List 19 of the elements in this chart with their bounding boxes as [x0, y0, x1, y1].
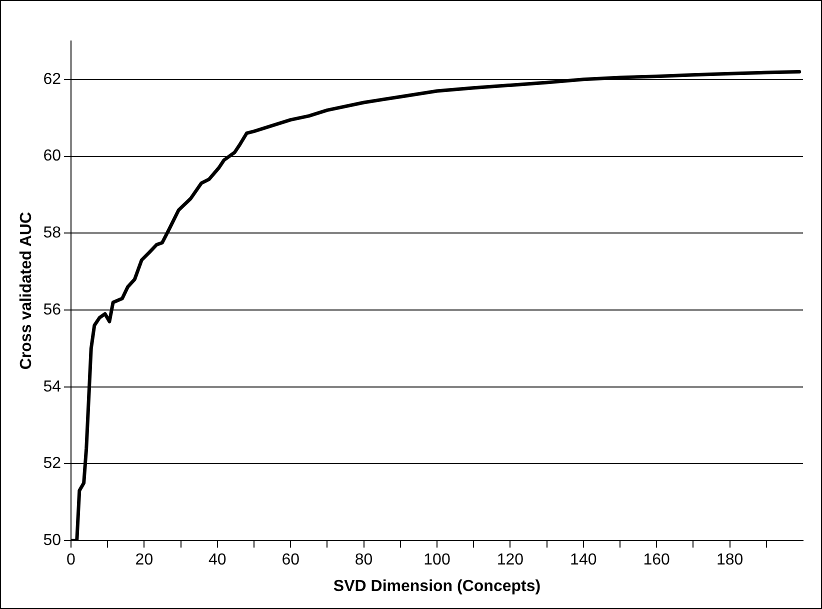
x-tick-label: 0 — [66, 552, 76, 569]
x-axis-title: SVD Dimension (Concepts) — [333, 578, 541, 595]
x-tick-label: 20 — [135, 552, 154, 569]
y-tick-label: 50 — [43, 532, 62, 550]
y-tick-label: 52 — [43, 455, 62, 472]
y-tick-label: 54 — [43, 378, 62, 396]
x-tick-label: 140 — [570, 552, 597, 569]
y-tick-label: 58 — [43, 224, 62, 242]
x-tick-label: 60 — [282, 552, 300, 569]
x-tick-label: 40 — [208, 552, 226, 569]
x-tick-label: 80 — [354, 552, 373, 569]
y-axis-title: Cross validated AUC — [18, 212, 36, 370]
x-tick-label: 160 — [643, 552, 670, 569]
y-tick-label: 60 — [43, 148, 62, 165]
x-tick-label: 180 — [716, 552, 744, 569]
y-tick-label: 62 — [43, 70, 62, 88]
x-tick-label: 100 — [424, 552, 450, 569]
y-tick-label: 56 — [43, 301, 62, 318]
x-tick-label: 120 — [496, 552, 524, 569]
